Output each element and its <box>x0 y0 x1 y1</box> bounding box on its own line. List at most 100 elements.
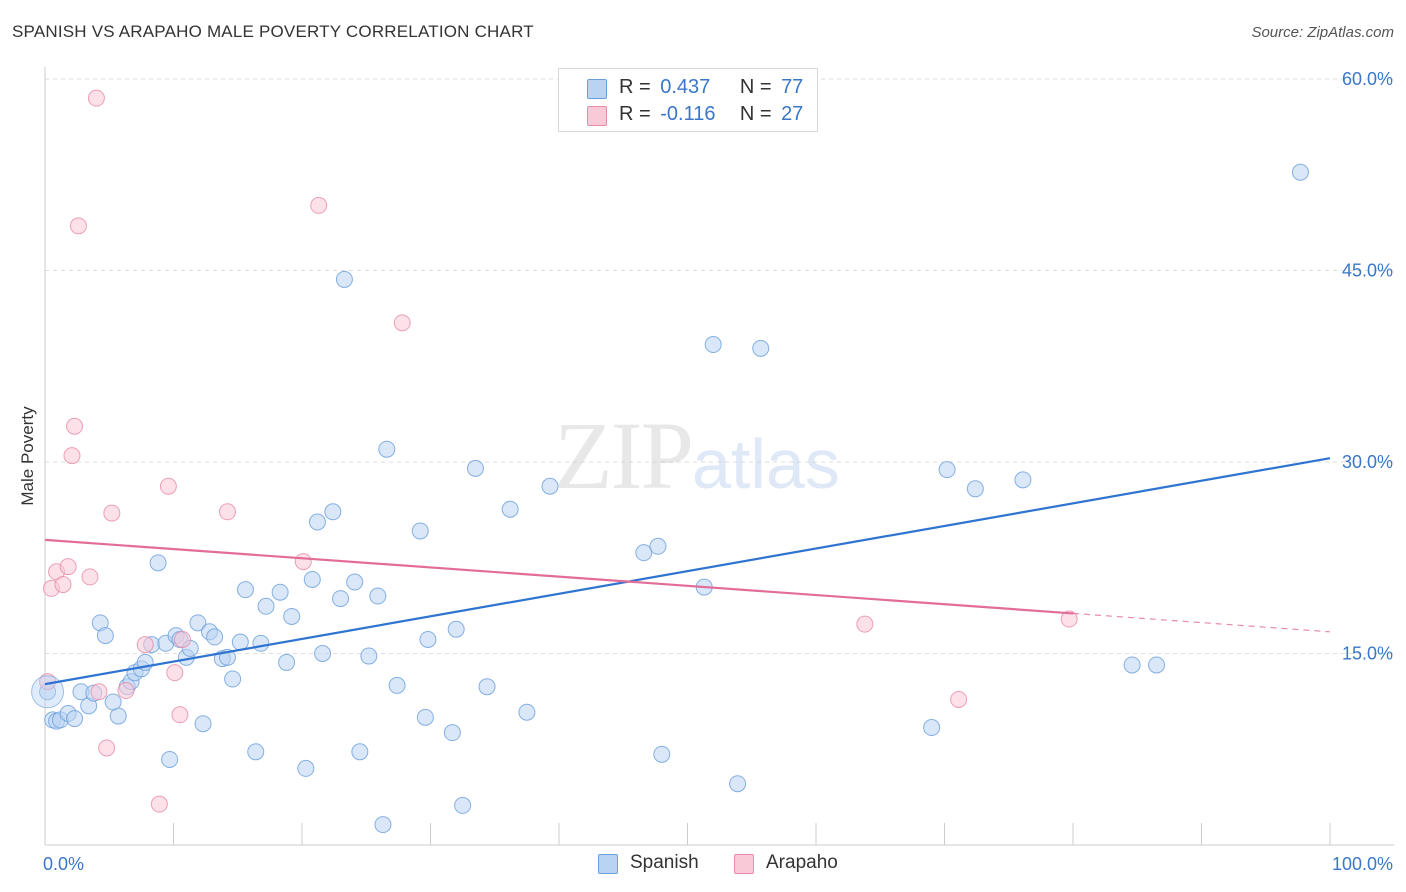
data-point-spanish <box>1014 471 1032 489</box>
data-point-spanish <box>360 647 378 665</box>
legend-text-arapaho: R = -0.116 N = 27 <box>619 103 803 126</box>
data-point-arapaho <box>310 196 328 214</box>
data-point-spanish <box>194 715 212 733</box>
correlation-legend: R = 0.437 N = 77 R = -0.116 N = 27 <box>558 68 818 132</box>
legend-r-label: R = <box>619 103 651 125</box>
y-tick-label: 60.0% <box>1342 69 1393 89</box>
bottom-legend-swatch-spanish <box>598 854 618 874</box>
data-point-arapaho <box>136 636 154 654</box>
legend-n-label: N = <box>739 76 772 98</box>
data-point-spanish <box>938 461 956 479</box>
data-point-spanish <box>252 634 270 652</box>
data-point-arapaho <box>393 314 411 332</box>
data-point-arapaho <box>54 576 72 594</box>
legend-n-label: N = <box>739 103 772 125</box>
data-point-spanish <box>378 440 396 458</box>
data-point-spanish <box>271 583 289 601</box>
trend-line-extension-arapaho <box>1072 612 1331 633</box>
data-point-spanish <box>729 775 747 793</box>
x-tick-label: 100.0% <box>1332 854 1393 874</box>
watermark: ZIPatlas <box>554 400 840 511</box>
data-point-arapaho <box>63 447 81 465</box>
data-point-spanish <box>541 477 559 495</box>
data-point-spanish <box>966 480 984 498</box>
data-point-spanish <box>369 587 387 605</box>
data-point-arapaho <box>59 558 77 576</box>
data-point-spanish <box>96 627 114 645</box>
data-point-spanish <box>1148 656 1166 674</box>
gridlines <box>45 78 1394 654</box>
data-point-arapaho <box>103 504 121 522</box>
axes <box>44 67 1394 846</box>
data-point-spanish <box>314 645 332 662</box>
data-point-spanish <box>466 459 484 477</box>
data-point-spanish <box>411 522 429 540</box>
data-point-arapaho <box>81 568 99 586</box>
data-point-spanish <box>335 270 353 288</box>
legend-n-value: 77 <box>781 76 804 98</box>
data-point-spanish <box>374 816 392 834</box>
data-point-arapaho <box>856 615 874 633</box>
data-point-spanish <box>104 693 122 711</box>
data-point-spanish <box>1123 656 1141 674</box>
data-point-spanish <box>1291 163 1309 181</box>
data-point-arapaho <box>87 89 105 107</box>
data-point-arapaho <box>90 683 108 701</box>
bottom-legend-swatch-arapaho <box>734 854 754 874</box>
data-point-arapaho <box>294 553 312 571</box>
data-point-spanish <box>257 597 275 615</box>
data-point-arapaho <box>950 690 968 708</box>
y-tick-label: 45.0% <box>1342 261 1393 281</box>
data-point-spanish <box>454 796 472 814</box>
data-point-spanish <box>324 503 342 521</box>
data-point-spanish <box>149 554 167 572</box>
data-point-spanish <box>231 633 249 651</box>
data-point-arapaho <box>150 795 168 813</box>
data-point-spanish <box>332 590 350 608</box>
data-point-cluster-spanish <box>31 675 65 709</box>
y-tick-label: 15.0% <box>1342 644 1393 664</box>
data-point-spanish <box>419 630 437 648</box>
data-point-spanish <box>478 678 496 696</box>
watermark-zip: ZIP <box>554 402 694 509</box>
data-point-spanish <box>224 670 242 688</box>
data-point-spanish <box>247 743 265 761</box>
data-point-spanish <box>66 710 84 728</box>
data-point-spanish <box>923 719 941 737</box>
legend-n-value: 27 <box>781 103 804 125</box>
data-point-spanish <box>653 745 671 763</box>
data-point-arapaho <box>159 477 177 495</box>
trend-line-spanish <box>44 457 1331 686</box>
data-point-spanish <box>189 614 207 632</box>
data-point-spanish <box>649 537 667 555</box>
x-tick-label: 0.0% <box>43 854 84 874</box>
bottom-legend-label-spanish: Spanish <box>630 852 699 873</box>
tick-labels: 15.0% 30.0% 45.0% 60.0% 0.0% 100.0% <box>43 69 1393 874</box>
data-point-spanish <box>346 573 364 591</box>
data-point-spanish <box>303 570 321 588</box>
data-point-spanish <box>443 724 461 742</box>
data-point-spanish <box>388 676 406 694</box>
data-point-spanish <box>161 750 179 768</box>
legend-r-label: R = <box>619 76 651 98</box>
bottom-legend-label-arapaho: Arapaho <box>766 852 838 873</box>
legend-swatch-arapaho <box>587 106 607 126</box>
data-point-arapaho <box>117 682 135 700</box>
watermark-atlas: atlas <box>692 425 840 503</box>
data-point-spanish <box>704 336 722 354</box>
data-point-spanish <box>351 743 369 761</box>
data-point-spanish <box>236 581 254 599</box>
data-point-arapaho <box>69 217 87 235</box>
data-point-spanish <box>416 708 434 726</box>
y-axis-label: Male Poverty <box>18 406 37 506</box>
data-point-arapaho <box>218 503 236 521</box>
data-point-spanish <box>297 759 315 777</box>
data-point-spanish <box>447 620 465 638</box>
legend-r-value: 0.437 <box>660 76 711 98</box>
data-point-spanish <box>283 607 301 625</box>
series-arapaho <box>39 89 1078 813</box>
data-point-arapaho <box>173 630 191 648</box>
trend-lines <box>44 457 1331 686</box>
data-point-spanish <box>518 703 536 721</box>
